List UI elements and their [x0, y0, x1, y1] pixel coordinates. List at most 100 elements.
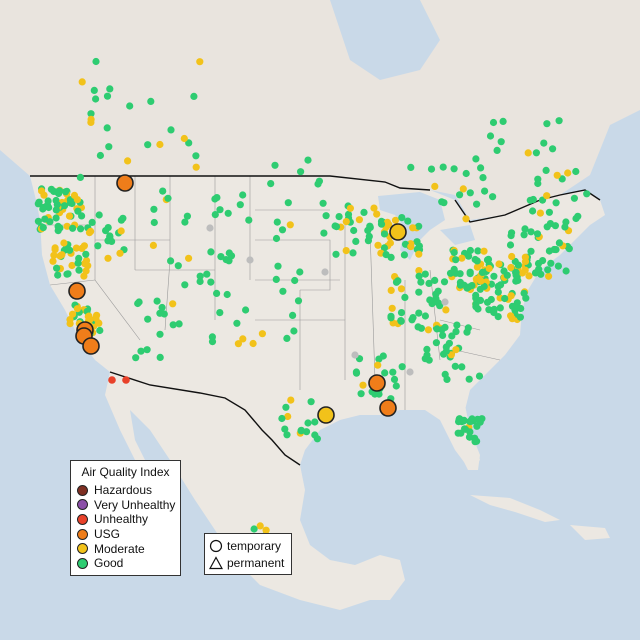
station-marker	[239, 335, 247, 343]
legend-item-unhealthy: Unhealthy	[71, 512, 180, 527]
station-marker	[169, 300, 177, 308]
station-marker	[477, 164, 485, 172]
station-marker	[535, 265, 543, 273]
station-marker	[421, 270, 429, 278]
station-marker	[558, 175, 566, 183]
station-marker	[536, 209, 545, 217]
station-marker	[76, 173, 84, 181]
station-marker	[456, 191, 464, 199]
station-marker	[490, 272, 498, 280]
station-marker	[427, 165, 436, 173]
station-marker	[321, 268, 329, 276]
station-marker	[304, 156, 312, 164]
station-marker	[283, 334, 291, 342]
station-marker	[574, 212, 582, 220]
station-marker	[490, 305, 498, 313]
station-marker	[415, 222, 423, 230]
station-marker	[544, 266, 552, 274]
station-marker	[421, 355, 429, 363]
station-marker	[442, 347, 450, 355]
station-marker	[380, 244, 388, 252]
station-marker	[374, 361, 382, 369]
station-marker	[94, 319, 103, 327]
station-marker	[514, 261, 523, 269]
station-marker	[39, 205, 47, 213]
station-marker	[532, 149, 541, 157]
station-marker	[185, 254, 193, 262]
very-unhealthy-swatch-icon	[77, 499, 88, 511]
station-marker	[388, 304, 396, 312]
station-marker	[527, 228, 535, 236]
station-marker	[250, 525, 258, 533]
station-marker	[207, 248, 215, 256]
station-marker	[183, 212, 191, 220]
station-marker	[34, 200, 42, 208]
station-marker	[472, 294, 480, 302]
station-marker	[452, 346, 460, 354]
station-marker	[472, 155, 480, 163]
station-marker	[167, 257, 175, 265]
station-marker	[499, 117, 507, 125]
legend-item-usg: USG	[71, 527, 180, 542]
station-marker	[433, 325, 441, 333]
station-marker	[553, 171, 561, 179]
station-marker	[297, 427, 305, 435]
station-marker	[555, 239, 564, 247]
station-marker	[104, 224, 112, 232]
station-marker	[451, 362, 459, 370]
station-marker	[447, 351, 455, 359]
station-marker	[380, 230, 389, 238]
station-marker	[122, 376, 130, 384]
station-marker	[493, 146, 501, 154]
station-marker	[352, 369, 361, 377]
station-marker	[441, 323, 449, 331]
station-marker-large	[68, 282, 86, 300]
station-marker	[525, 272, 533, 280]
station-marker	[459, 185, 467, 193]
station-marker	[38, 187, 46, 195]
station-marker	[39, 224, 47, 232]
station-marker	[408, 316, 416, 324]
station-marker	[60, 239, 68, 247]
station-marker	[181, 281, 189, 289]
station-marker	[50, 251, 58, 259]
station-marker	[55, 187, 64, 195]
station-marker	[545, 272, 553, 280]
station-marker	[516, 313, 525, 321]
station-marker	[332, 250, 340, 258]
station-marker	[286, 221, 294, 229]
station-marker	[463, 328, 471, 336]
station-marker	[415, 288, 423, 296]
station-marker	[156, 140, 164, 149]
station-marker	[331, 222, 339, 230]
station-marker	[225, 249, 233, 257]
station-marker	[462, 215, 470, 223]
station-marker	[289, 311, 297, 319]
station-marker	[387, 253, 395, 261]
station-marker	[346, 204, 354, 212]
station-marker	[314, 180, 322, 188]
station-marker	[69, 224, 77, 232]
station-marker	[533, 230, 542, 238]
station-marker	[360, 208, 368, 216]
station-marker	[41, 215, 49, 223]
usg-swatch-icon	[77, 528, 88, 540]
usa-land	[30, 176, 605, 470]
station-marker	[443, 375, 451, 383]
station-marker	[453, 321, 461, 329]
legend-item-temporary: temporary	[205, 537, 291, 554]
station-marker	[94, 242, 102, 250]
station-marker	[496, 304, 504, 312]
station-marker	[213, 289, 221, 297]
station-marker	[208, 338, 217, 346]
station-marker	[534, 259, 543, 268]
station-marker	[272, 234, 281, 243]
greenland	[470, 0, 640, 70]
station-marker	[54, 227, 62, 235]
station-marker	[223, 290, 231, 299]
station-marker	[406, 368, 414, 376]
station-marker	[149, 241, 157, 249]
station-marker	[394, 277, 402, 285]
florida-land	[440, 405, 480, 470]
station-marker	[359, 381, 367, 389]
